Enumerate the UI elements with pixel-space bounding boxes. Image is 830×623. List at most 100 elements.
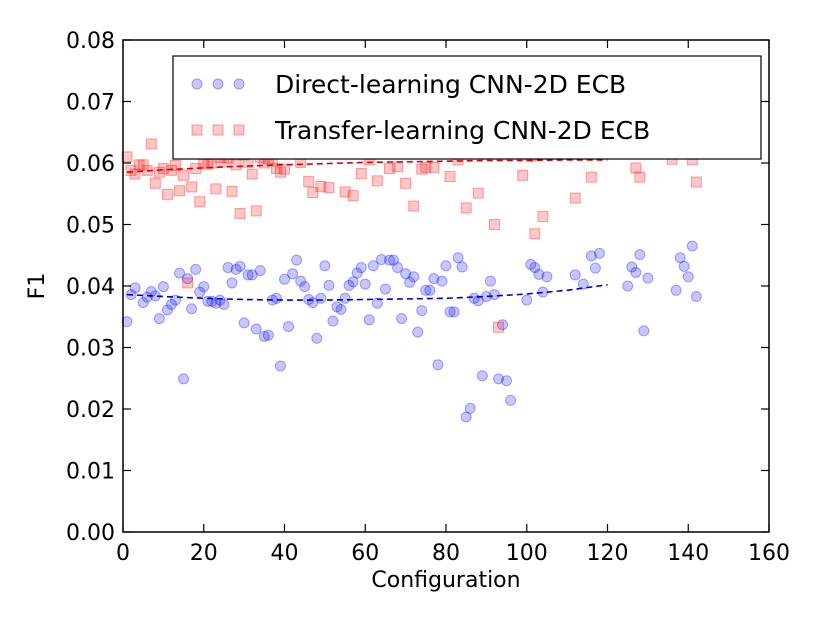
x-tick-label: 0 xyxy=(116,541,130,566)
point-direct xyxy=(371,297,383,309)
point-direct xyxy=(226,277,238,289)
legend-marker-transfer xyxy=(233,124,245,136)
point-transfer xyxy=(182,277,194,289)
point-direct xyxy=(311,332,323,344)
point-direct xyxy=(246,269,258,281)
point-transfer xyxy=(149,177,161,189)
point-direct xyxy=(254,265,266,277)
point-direct xyxy=(428,273,440,285)
point-direct xyxy=(319,260,331,272)
point-direct xyxy=(335,303,347,315)
point-transfer xyxy=(428,161,440,173)
point-direct xyxy=(404,276,416,288)
point-direct xyxy=(436,275,448,287)
y-tick-label: 0.08 xyxy=(66,29,115,54)
point-direct xyxy=(674,252,686,264)
point-transfer xyxy=(383,163,395,175)
y-tick-label: 0.05 xyxy=(66,214,115,239)
point-direct xyxy=(690,290,702,302)
point-direct xyxy=(299,281,311,293)
point-transfer xyxy=(347,190,359,202)
y-axis-label: F1 xyxy=(25,273,50,300)
point-direct xyxy=(460,411,472,423)
point-transfer xyxy=(274,166,286,178)
point-transfer xyxy=(371,175,383,187)
point-direct xyxy=(161,304,173,316)
point-direct xyxy=(634,249,646,261)
point-direct xyxy=(129,282,141,294)
point-transfer xyxy=(246,168,258,180)
point-direct xyxy=(585,250,597,262)
legend-marker-direct xyxy=(233,78,245,90)
point-direct xyxy=(274,360,286,372)
x-tick-label: 100 xyxy=(506,541,548,566)
point-direct xyxy=(400,268,412,280)
point-direct xyxy=(392,262,404,274)
point-direct xyxy=(331,301,343,313)
point-direct xyxy=(279,273,290,285)
point-direct xyxy=(343,279,355,291)
point-transfer xyxy=(408,200,420,212)
points-layer xyxy=(121,138,702,423)
point-direct xyxy=(323,279,335,291)
point-transfer xyxy=(488,219,500,230)
point-transfer xyxy=(690,176,702,188)
x-tick-label: 40 xyxy=(271,541,299,566)
point-direct xyxy=(383,254,395,266)
point-transfer xyxy=(569,192,581,204)
point-transfer xyxy=(230,159,242,171)
point-direct xyxy=(432,359,444,371)
point-transfer xyxy=(355,167,367,179)
point-transfer xyxy=(416,163,428,175)
point-direct xyxy=(287,268,299,280)
point-transfer xyxy=(460,202,472,214)
point-direct xyxy=(448,306,460,318)
point-direct xyxy=(589,262,601,274)
point-transfer xyxy=(303,175,315,187)
point-transfer xyxy=(517,169,529,181)
point-transfer xyxy=(537,211,549,223)
legend-marker-transfer xyxy=(212,124,224,136)
point-direct xyxy=(174,267,186,279)
point-transfer xyxy=(315,180,327,192)
point-transfer xyxy=(585,171,597,183)
point-direct xyxy=(283,321,295,333)
point-direct xyxy=(396,313,408,325)
point-transfer xyxy=(307,187,319,199)
point-direct xyxy=(351,267,363,279)
point-transfer xyxy=(165,164,177,176)
point-transfer xyxy=(137,159,149,171)
point-direct xyxy=(682,271,694,283)
point-direct xyxy=(670,284,682,296)
point-transfer xyxy=(153,166,165,178)
point-transfer xyxy=(279,163,290,175)
point-transfer xyxy=(186,181,198,193)
point-direct xyxy=(521,294,533,306)
point-direct xyxy=(198,281,210,293)
point-direct xyxy=(533,268,545,280)
point-direct xyxy=(359,278,371,290)
point-direct xyxy=(262,329,274,341)
point-transfer xyxy=(250,205,262,217)
point-direct xyxy=(626,261,638,273)
point-transfer xyxy=(157,163,169,175)
x-tick-label: 60 xyxy=(351,541,379,566)
point-direct xyxy=(218,298,230,310)
point-transfer xyxy=(121,151,133,163)
y-tick-label: 0.00 xyxy=(66,521,115,546)
point-direct xyxy=(182,273,194,285)
point-transfer xyxy=(529,228,541,240)
point-direct xyxy=(258,330,270,342)
point-direct xyxy=(339,292,351,304)
point-transfer xyxy=(169,159,181,171)
point-direct xyxy=(541,271,553,283)
point-direct xyxy=(593,247,605,259)
point-transfer xyxy=(133,159,145,171)
point-direct xyxy=(569,269,581,281)
point-direct xyxy=(488,289,500,301)
legend-marker-direct xyxy=(212,78,224,90)
point-direct xyxy=(492,373,504,385)
point-transfer xyxy=(472,187,484,199)
legend-label-transfer: Transfer-learning CNN-2D ECB xyxy=(274,116,650,145)
point-direct xyxy=(440,260,452,272)
